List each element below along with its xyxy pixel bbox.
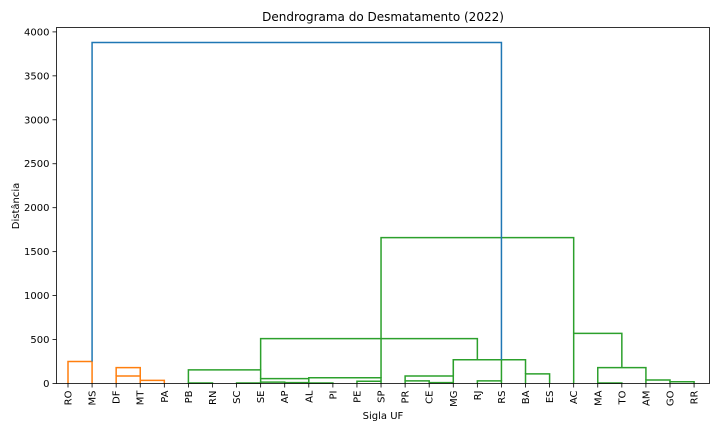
dendrogram-link [598,368,646,383]
leaf-label-se: SE [256,391,267,404]
dendrogram-link [453,360,501,381]
y-tick-label: 3000 [24,115,49,126]
leaf-label-pb: PB [184,390,195,403]
leaf-label-pi: PI [328,391,339,400]
dendrogram-link [116,376,140,383]
leaf-label-ro: RO [64,390,75,405]
dendrogram-link [140,380,164,383]
y-tick-label: 0 [43,379,49,390]
leaf-label-ms: MS [88,391,99,406]
y-tick-label: 2000 [24,203,49,214]
x-axis-label: Sigla UF [363,411,404,422]
y-tick-label: 3500 [24,71,49,82]
leaf-label-ce: CE [425,391,436,404]
y-tick-label: 2500 [24,159,49,170]
y-tick-label: 1000 [24,291,49,302]
y-tick-label: 1500 [24,247,49,258]
leaf-label-df: DF [112,390,123,404]
leaf-label-rr: RR [690,390,701,404]
y-axis-label: Distância [10,183,22,229]
leaf-label-mt: MT [136,390,147,406]
dendrogram-link [68,362,92,384]
leaf-label-to: TO [617,390,628,405]
dendrogram-link [453,360,525,376]
y-tick-label: 500 [30,335,49,346]
leaf-label-rn: RN [208,391,219,405]
dendrogram-link [92,42,501,361]
dendrogram-link [646,380,670,384]
leaf-label-rj: RJ [473,391,484,401]
leaf-label-rs: RS [497,391,508,404]
chart-title: Dendrograma do Desmatamento (2022) [262,10,504,24]
y-tick-label: 4000 [24,27,49,38]
leaf-label-ac: AC [569,390,580,404]
leaf-label-pe: PE [352,391,363,403]
dendrogram-link [261,382,285,383]
leaf-label-es: ES [545,391,556,404]
leaf-label-ap: AP [280,391,291,404]
dendrogram-link [261,339,478,370]
leaf-label-sc: SC [232,390,243,403]
dendrogram-link [188,370,260,383]
leaf-label-ba: BA [521,390,532,404]
leaf-label-go: GO [666,390,677,406]
leaf-label-pa: PA [160,390,171,402]
leaf-label-sp: SP [377,391,388,403]
leaf-label-am: AM [641,391,652,406]
plot-frame [57,28,710,384]
leaf-label-ma: MA [593,390,604,406]
dendrogram-link [526,374,550,384]
leaf-label-al: AL [304,390,315,403]
leaf-label-pr: PR [401,390,412,403]
dendrogram-link [116,368,140,376]
leaf-label-mg: MG [449,391,460,407]
